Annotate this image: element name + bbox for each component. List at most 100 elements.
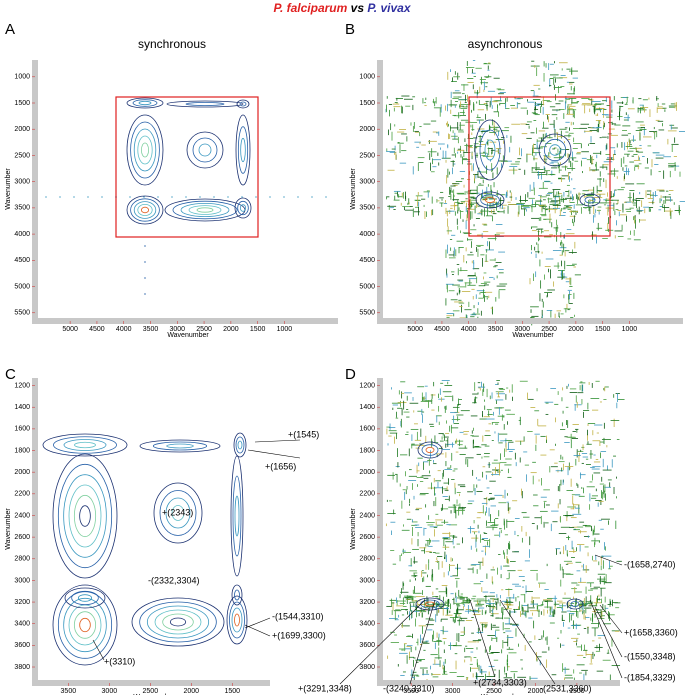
y-tick-label: 3800 (14, 664, 30, 671)
contour-line (236, 99, 250, 109)
y-tick-label: 1600 (359, 426, 375, 433)
annotation: -(3240,3310) (383, 683, 435, 693)
y-tick-label: 4000 (359, 231, 375, 238)
y-axis-label: Wavenumber (350, 508, 357, 550)
contour-line (53, 436, 117, 454)
contour-line (484, 196, 496, 204)
y-tick-label: 2500 (359, 152, 375, 159)
y-tick-label: 2400 (359, 512, 375, 519)
contour-line (192, 137, 218, 163)
contour-line (73, 494, 97, 538)
annotation: -(1854,3329) (624, 672, 676, 682)
contour-line (131, 597, 225, 647)
contour-line (79, 505, 91, 527)
contour-line (584, 196, 596, 204)
contour-line (64, 587, 106, 609)
contour-line (417, 441, 443, 459)
x-tick-label: 1000 (622, 326, 638, 333)
y-tick-label: 4500 (359, 257, 375, 264)
annotation: +(2343) (162, 507, 193, 517)
contour-line (480, 194, 500, 206)
annotation: -(2332,3304) (148, 575, 200, 585)
contour-line (159, 490, 197, 536)
contour-line (484, 139, 496, 161)
contour-line (185, 102, 225, 106)
contour-line (57, 463, 113, 569)
contour-line (234, 197, 252, 219)
contour-line (234, 495, 240, 537)
x-axis-label: Wavenumber (133, 694, 175, 695)
y-tick-label: 5000 (359, 283, 375, 290)
contour-line (68, 604, 102, 646)
y-tick-label: 5500 (359, 310, 375, 317)
x-tick-label: 2000 (184, 688, 200, 695)
contour-line (63, 474, 107, 558)
contour-line (479, 129, 501, 171)
y-tick-label: 2500 (14, 152, 30, 159)
y-tick-label: 1000 (14, 74, 30, 81)
leader-line (409, 599, 436, 685)
contour-line (139, 439, 221, 453)
x-tick-label: 2000 (568, 326, 584, 333)
y-tick-label: 3000 (14, 179, 30, 186)
leader-line (594, 554, 623, 566)
contour-line (126, 97, 164, 109)
panel-label: C (5, 366, 16, 383)
leader-line (247, 449, 301, 459)
annotation: +(1658,3360) (624, 627, 678, 637)
y-tick-label: 3800 (359, 664, 375, 671)
contour-line (71, 590, 99, 606)
x-axis-bar (377, 318, 683, 324)
contour-line (232, 475, 242, 557)
y-axis-bar (377, 60, 383, 324)
panel-label: D (345, 366, 356, 383)
contour-line (153, 482, 203, 544)
region-box (468, 96, 611, 237)
contour-line (138, 100, 152, 106)
contour-line (415, 597, 445, 611)
x-tick-label: 5000 (407, 326, 423, 333)
contour-line (74, 441, 96, 449)
contour-line (188, 205, 222, 215)
contour-line (226, 595, 248, 645)
contour-line (130, 198, 160, 222)
y-axis-bar (32, 60, 38, 324)
plot-area (385, 380, 625, 686)
contour-line (79, 617, 91, 633)
x-tick-label: 1500 (595, 326, 611, 333)
y-tick-label: 5500 (14, 310, 30, 317)
y-tick-label: 3600 (359, 642, 375, 649)
contour-line (229, 601, 245, 639)
connector: vs (351, 1, 365, 15)
y-tick-label: 3000 (359, 577, 375, 584)
y-tick-label: 1200 (14, 382, 30, 389)
annotation: +(1545) (288, 429, 319, 439)
contour-line (162, 613, 194, 631)
y-tick-label: 1800 (14, 447, 30, 454)
x-tick-label: 4500 (89, 326, 105, 333)
x-axis-bar (32, 680, 270, 686)
y-tick-label: 1400 (359, 404, 375, 411)
y-tick-label: 5000 (14, 283, 30, 290)
annotation: -(1550,3348) (624, 651, 676, 661)
contour-line (171, 505, 185, 521)
x-axis-bar (377, 680, 620, 686)
y-axis-bar (377, 378, 383, 686)
contour-line (166, 443, 194, 449)
contour-line (140, 206, 149, 214)
y-tick-label: 3000 (359, 179, 375, 186)
contour-line (235, 436, 245, 454)
contour-line (133, 128, 157, 172)
y-tick-label: 2000 (14, 469, 30, 476)
y-tick-label: 4000 (14, 231, 30, 238)
leader-line (599, 604, 623, 634)
contour-line (237, 126, 249, 174)
x-tick-label: 1500 (225, 688, 241, 695)
x-tick-label: 2500 (143, 688, 159, 695)
x-tick-label: 1000 (277, 326, 293, 333)
contour-line (543, 138, 567, 162)
contour-line (239, 101, 247, 107)
contour-line (474, 119, 506, 181)
x-tick-label: 2500 (541, 326, 557, 333)
contour-line (239, 204, 247, 212)
